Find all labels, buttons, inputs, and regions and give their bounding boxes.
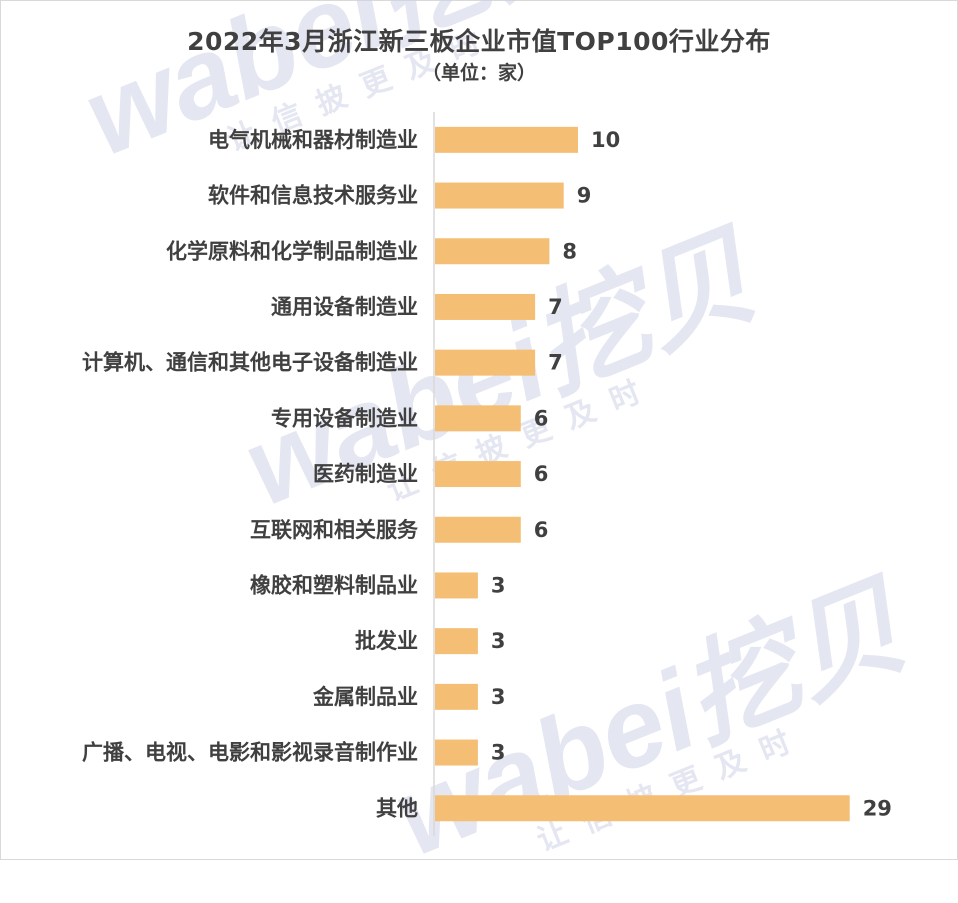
category-label: 计算机、通信和其他电子设备制造业 xyxy=(82,351,418,375)
category-label: 金属制品业 xyxy=(312,685,418,709)
category-label: 通用设备制造业 xyxy=(271,295,418,319)
chart-title: 2022年3月浙江新三板企业市值TOP100行业分布 xyxy=(187,27,771,56)
category-label: 其他 xyxy=(376,796,418,820)
value-label: 6 xyxy=(534,462,549,486)
bar xyxy=(435,405,521,432)
category-label: 电气机械和器材制造业 xyxy=(208,128,418,152)
value-labels-group: 10 9 8 7 7 6 6 6 3 3 3 3 29 xyxy=(491,128,892,820)
bar xyxy=(435,182,564,209)
value-label: 3 xyxy=(491,573,506,597)
bars-group xyxy=(435,126,850,822)
category-label: 批发业 xyxy=(355,629,418,653)
value-label: 3 xyxy=(491,685,506,709)
value-label: 7 xyxy=(548,295,563,319)
bar xyxy=(435,795,850,822)
bar xyxy=(435,628,478,655)
bar xyxy=(435,126,578,153)
value-label: 8 xyxy=(562,239,577,263)
category-label: 广播、电视、电影和影视录音制作业 xyxy=(82,741,418,765)
bar xyxy=(435,461,521,488)
bar xyxy=(435,683,478,710)
bar xyxy=(435,238,550,265)
category-label: 互联网和相关服务 xyxy=(250,518,419,542)
category-label: 橡胶和塑料制品业 xyxy=(250,573,418,597)
category-label: 化学原料和化学制品制造业 xyxy=(166,239,418,263)
category-labels-group: 电气机械和器材制造业软件和信息技术服务业化学原料和化学制品制造业通用设备制造业计… xyxy=(82,128,419,820)
bar xyxy=(435,739,478,766)
bar xyxy=(435,572,478,599)
category-label: 软件和信息技术服务业 xyxy=(208,184,418,208)
category-label: 专用设备制造业 xyxy=(271,406,418,430)
bar-chart: 电气机械和器材制造业软件和信息技术服务业化学原料和化学制品制造业通用设备制造业计… xyxy=(82,112,892,837)
value-label: 9 xyxy=(577,184,592,208)
bar xyxy=(435,516,521,543)
chart-subtitle: （单位：家） xyxy=(421,62,536,84)
category-label: 医药制造业 xyxy=(313,462,418,486)
value-label: 6 xyxy=(534,406,549,430)
value-label: 29 xyxy=(863,796,892,820)
value-label: 10 xyxy=(591,128,620,152)
value-label: 3 xyxy=(491,629,506,653)
value-label: 6 xyxy=(534,518,549,542)
value-label: 3 xyxy=(491,741,506,765)
bar xyxy=(435,293,536,320)
bar xyxy=(435,349,536,376)
value-label: 7 xyxy=(548,351,563,375)
